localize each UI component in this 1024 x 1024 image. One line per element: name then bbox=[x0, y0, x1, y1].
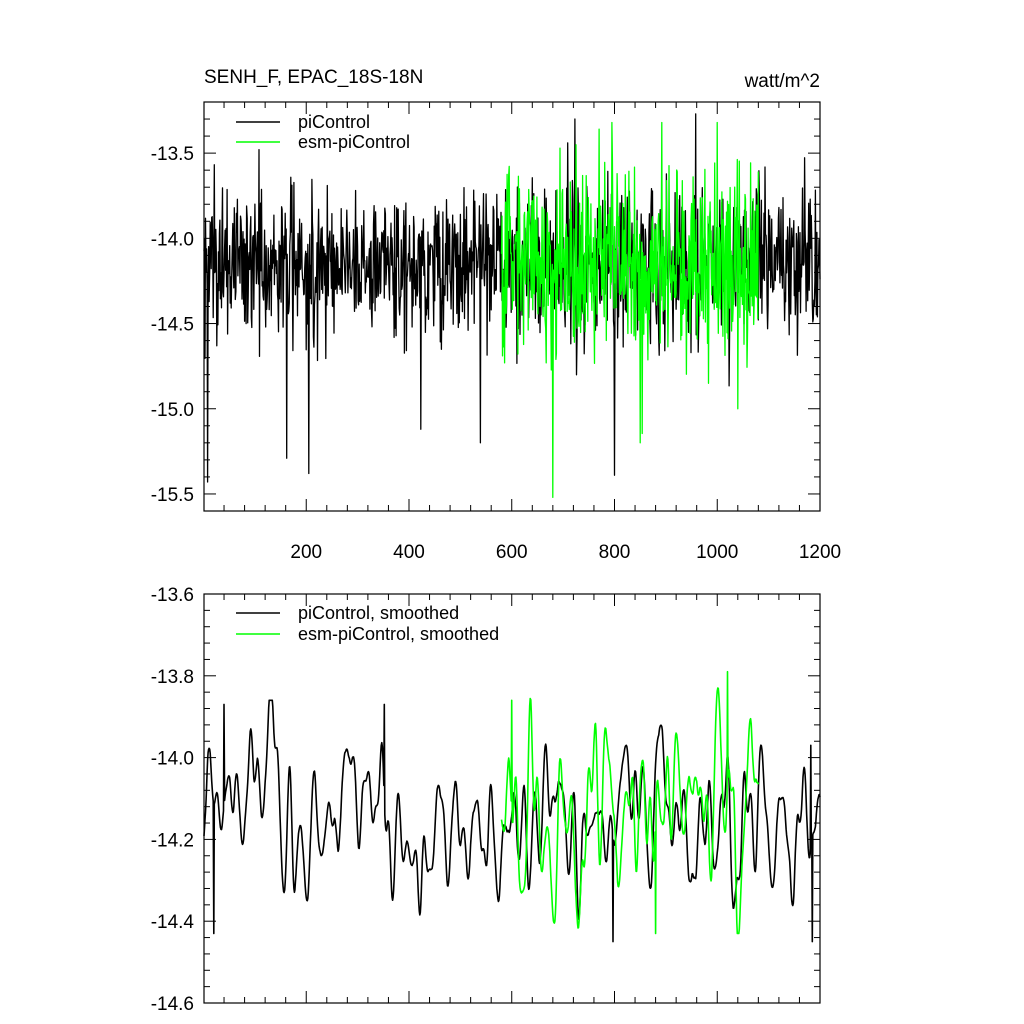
chart-title: SENH_F, EPAC_18S-18N bbox=[204, 67, 423, 88]
y-tick-label: -14.0 bbox=[151, 749, 194, 770]
units-label: watt/m^2 bbox=[744, 71, 820, 92]
top-legend: piControl esm-piControl bbox=[236, 112, 410, 152]
y-tick-label: -14.0 bbox=[151, 229, 194, 250]
y-tick-label: -13.6 bbox=[151, 585, 194, 606]
top-ticks: -13.5 -14.0 -14.5 -15.0 -15.5 200 400 600 800 100… bbox=[151, 101, 841, 563]
series-line-esm-picontrol bbox=[500, 670, 760, 935]
legend-label-picontrol-smoothed: piControl, smoothed bbox=[298, 603, 459, 623]
top-series bbox=[203, 113, 821, 499]
y-tick-label: -14.6 bbox=[151, 994, 194, 1015]
y-tick-label: -14.5 bbox=[151, 315, 194, 336]
x-tick-label: 800 bbox=[599, 542, 631, 563]
y-tick-label: -13.8 bbox=[151, 667, 194, 688]
bottom-panel: -13.6 -13.8 -14.0 -14.2 -14.4 -14.6 piControl… bbox=[151, 585, 821, 1015]
legend-label-picontrol: piControl bbox=[298, 112, 370, 132]
x-tick-label: 1000 bbox=[696, 542, 738, 563]
y-tick-label: -15.5 bbox=[151, 485, 194, 506]
y-tick-label: -14.2 bbox=[151, 830, 194, 851]
bottom-legend: piControl, smoothed esm-piControl, smoot… bbox=[236, 603, 499, 644]
legend-label-esm-picontrol: esm-piControl bbox=[298, 132, 410, 152]
y-tick-label: -13.5 bbox=[151, 144, 194, 165]
x-tick-label: 600 bbox=[496, 542, 528, 563]
legend-label-esm-picontrol-smoothed: esm-piControl, smoothed bbox=[298, 624, 499, 644]
bottom-ticks: -13.6 -13.8 -14.0 -14.2 -14.4 -14.6 bbox=[151, 585, 821, 1015]
x-tick-label: 200 bbox=[290, 542, 322, 563]
series-line-esm-picontrol bbox=[500, 121, 759, 499]
x-tick-label: 400 bbox=[393, 542, 425, 563]
bottom-series bbox=[203, 670, 821, 943]
x-tick-label: 1200 bbox=[799, 542, 841, 563]
top-panel: SENH_F, EPAC_18S-18N watt/m^2 -13.5 -14.0… bbox=[151, 67, 841, 563]
y-tick-label: -15.0 bbox=[151, 400, 194, 421]
y-tick-label: -14.4 bbox=[151, 912, 195, 933]
